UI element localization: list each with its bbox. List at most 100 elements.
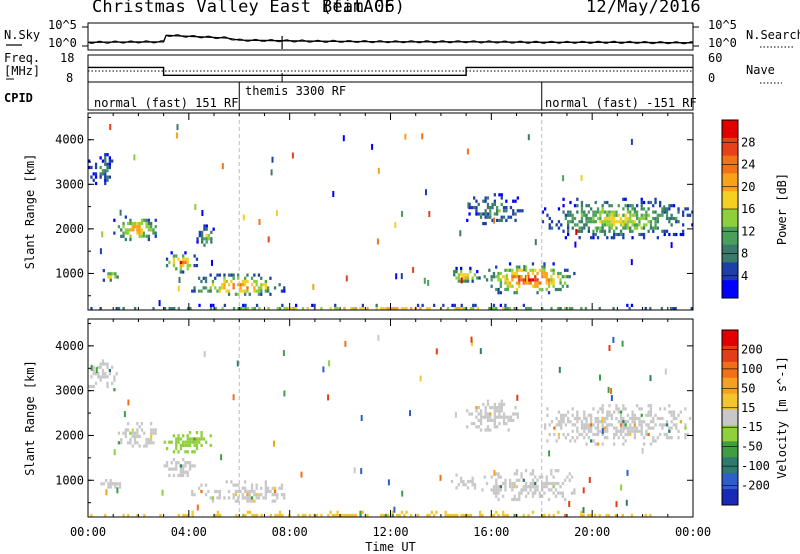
velocity-panel-echo-cell — [659, 423, 662, 427]
velocity-panel-echo-cell — [460, 479, 463, 484]
power-colorbar-tick-label: 8 — [741, 247, 748, 261]
power-panel-echo-cell — [446, 307, 450, 311]
velocity-panel-echo-cell — [654, 439, 657, 443]
power-panel-echo-cell — [106, 175, 109, 179]
velocity-panel-echo-cell — [511, 497, 514, 502]
velocity-panel-echo-cell — [638, 420, 641, 424]
power-panel-echo-cell — [203, 237, 206, 241]
velocity-panel-echo-cell — [622, 429, 625, 433]
velocity-panel-echo-cell — [546, 407, 549, 411]
power-panel-echo-cell — [659, 204, 662, 208]
velocity-panel-noise-point — [409, 410, 411, 417]
power-panel-echo-cell — [624, 197, 627, 201]
velocity-panel-echo-cell — [104, 362, 107, 366]
power-panel-echo-cell — [122, 221, 125, 226]
velocity-panel-echo-cell — [492, 488, 496, 492]
power-panel-noise-point — [534, 239, 537, 246]
power-panel-echo-cell — [117, 307, 121, 311]
velocity-panel-echo-cell — [629, 416, 632, 421]
velocity-panel-echo-cell — [101, 359, 105, 363]
power-panel-echo-cell — [474, 303, 477, 307]
velocity-panel-echo-cell — [216, 513, 220, 518]
velocity-panel-echo-cell — [131, 434, 134, 438]
velocity-panel-echo-cell — [133, 434, 137, 438]
velocity-panel-echo-cell — [152, 431, 155, 435]
power-panel-echo-cell — [280, 289, 284, 293]
power-panel-echo-cell — [592, 216, 595, 221]
velocity-panel-echo-cell — [629, 423, 632, 427]
power-panel-echo-cell — [493, 212, 496, 216]
velocity-panel-echo-cell — [477, 418, 480, 422]
velocity-panel-echo-cell — [359, 513, 362, 518]
power-panel-echo-cell — [168, 307, 171, 311]
power-colorbar-tick-label: 24 — [741, 158, 755, 172]
power-panel-echo-cell — [583, 223, 586, 227]
velocity-panel-echo-cell — [677, 436, 680, 440]
power-panel-echo-cell — [638, 220, 641, 224]
power-panel-echo-cell — [624, 223, 627, 227]
power-panel-echo-cell — [462, 279, 465, 283]
velocity-panel-echo-cell — [177, 450, 180, 454]
velocity-panel-echo-cell — [469, 479, 472, 484]
power-panel-echo-cell — [580, 204, 584, 208]
power-panel-echo-cell — [603, 200, 607, 205]
velocity-panel-echo-cell — [345, 513, 348, 518]
power-panel-echo-cell — [642, 226, 646, 230]
velocity-panel-echo-cell — [567, 416, 570, 421]
velocity-panel-noise-point — [664, 368, 667, 375]
velocity-panel-echo-cell — [354, 513, 358, 518]
power-panel-echo-cell — [109, 278, 112, 282]
velocity-panel-echo-cell — [670, 420, 673, 424]
power-panel-echo-cell — [626, 210, 630, 214]
freq-unit-label: [MHz] — [4, 64, 41, 78]
power-panel-echo-cell — [524, 278, 528, 282]
velocity-panel-echo-cell — [587, 413, 590, 417]
velocity-panel-echo-cell — [647, 423, 650, 427]
power-panel-echo-cell — [691, 210, 694, 214]
velocity-panel-echo-cell — [631, 410, 634, 414]
power-panel-echo-cell — [492, 275, 496, 279]
velocity-panel-ytick-label: 3000 — [55, 384, 84, 398]
velocity-panel-echo-cell — [622, 436, 625, 440]
power-panel-echo-cell — [410, 307, 413, 311]
velocity-panel-echo-cell — [273, 493, 277, 497]
power-panel-echo-cell — [205, 227, 208, 231]
power-panel-echo-cell — [147, 225, 150, 229]
velocity-panel-echo-cell — [468, 412, 471, 416]
power-panel-noise-point — [271, 156, 274, 163]
power-panel-echo-cell — [672, 232, 676, 237]
velocity-panel-echo-cell — [195, 431, 199, 435]
power-panel-echo-cell — [466, 279, 470, 283]
velocity-panel-echo-cell — [663, 423, 666, 427]
power-panel-echo-cell — [138, 231, 141, 235]
velocity-panel-echo-cell — [552, 475, 555, 479]
power-panel-echo-cell — [99, 307, 102, 311]
power-panel-noise-point — [242, 214, 245, 221]
power-panel-echo-cell — [515, 287, 519, 292]
velocity-panel-echo-cell — [594, 416, 597, 421]
velocity-panel-echo-cell — [497, 513, 500, 518]
power-panel-echo-cell — [580, 207, 584, 211]
velocity-panel-echo-cell — [562, 432, 565, 437]
power-panel-echo-cell — [210, 240, 213, 244]
velocity-panel-echo-cell — [382, 513, 385, 518]
velocity-panel-echo-cell — [129, 431, 132, 435]
power-panel-echo-cell — [241, 289, 244, 293]
power-panel-echo-cell — [462, 276, 465, 280]
velocity-panel-echo-cell — [524, 469, 528, 473]
power-panel-echo-cell — [207, 289, 210, 293]
velocity-panel-echo-cell — [668, 404, 671, 408]
velocity-panel-echo-cell — [218, 493, 221, 497]
velocity-panel-echo-cell — [633, 423, 636, 427]
power-panel-echo-cell — [631, 229, 634, 233]
velocity-panel-echo-cell — [596, 442, 600, 446]
power-panel-echo-cell — [442, 303, 445, 307]
power-panel-echo-cell — [562, 229, 565, 233]
velocity-panel-echo-cell — [507, 428, 510, 432]
velocity-panel-echo-cell — [209, 443, 212, 447]
power-panel-echo-cell — [568, 307, 571, 311]
velocity-panel-noise-point — [220, 454, 223, 461]
power-panel-echo-cell — [691, 223, 694, 227]
velocity-panel-echo-cell — [101, 375, 105, 379]
